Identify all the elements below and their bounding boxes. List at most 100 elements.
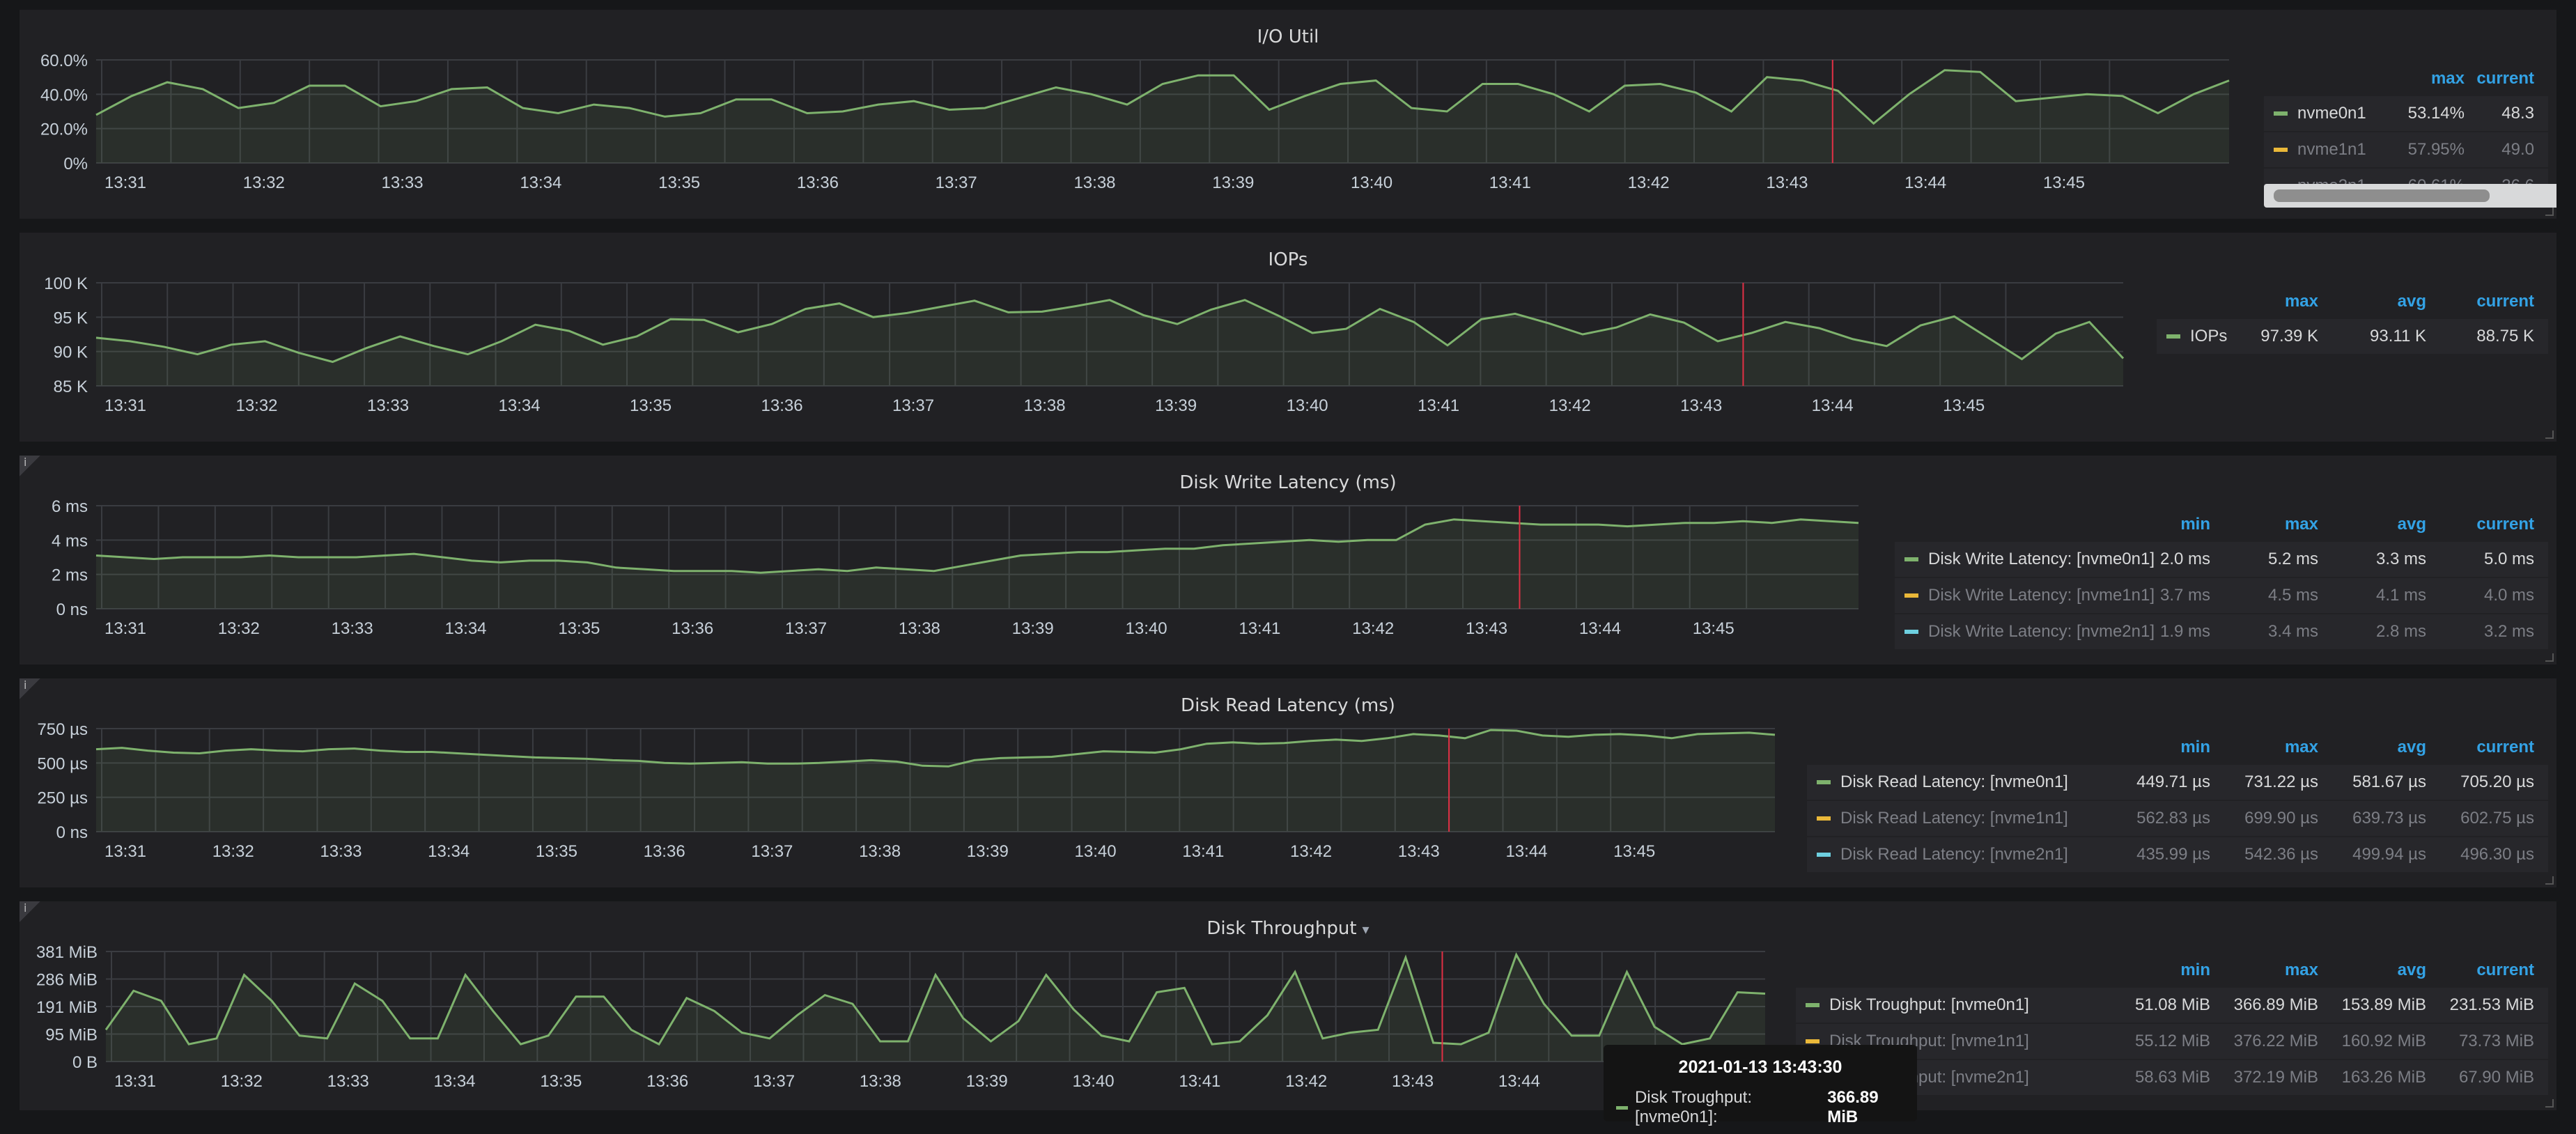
series-swatch[interactable] <box>1904 557 1918 561</box>
legend-row[interactable]: Disk Troughput: [nvme0n1] 51.08 MiB 366.89… <box>1796 988 2548 1023</box>
x-tick-label: 13:45 <box>1613 842 1655 861</box>
legend-series-name[interactable]: Disk Read Latency: [nvme0n1] <box>1840 772 2068 791</box>
legend-row[interactable]: Disk Read Latency: [nvme2n1] 435.99 µs 542… <box>1807 837 2548 872</box>
info-icon[interactable]: i <box>20 678 40 699</box>
legend-series-name[interactable]: Disk Troughput: [nvme0n1] <box>1829 995 2029 1014</box>
y-tick-label: 0 ns <box>56 600 88 619</box>
legend-series-name[interactable]: Disk Read Latency: [nvme1n1] <box>1840 809 2068 828</box>
legend-row[interactable]: Disk Read Latency: [nvme0n1] 449.71 µs 731… <box>1807 765 2548 800</box>
scrollbar-thumb[interactable] <box>2274 189 2490 202</box>
series-swatch[interactable] <box>2274 148 2288 152</box>
resize-handle[interactable] <box>2545 208 2554 216</box>
legend-value: 67.90 MiB <box>2458 1068 2534 1087</box>
legend-row[interactable]: IOPs 97.39 K 93.11 K 88.75 K <box>2157 319 2548 354</box>
graph[interactable]: 0 ns 2 ms 4 ms 6 ms 13:31 13:32 13:33 13:34 13:3… <box>20 456 2556 665</box>
legend-series-name[interactable]: IOPs <box>2190 327 2228 345</box>
panel-title[interactable]: Disk Write Latency (ms) <box>20 472 2556 493</box>
x-tick-label: 13:32 <box>221 1072 263 1091</box>
series-swatch[interactable] <box>1806 1039 1820 1043</box>
info-icon[interactable]: i <box>20 901 40 922</box>
x-tick-label: 13:44 <box>1812 396 1854 415</box>
graph[interactable]: 85 K 90 K 95 K 100 K 13:31 13:32 13:33 13:34 13:… <box>20 233 2556 442</box>
legend-row[interactable]: nvme0n1 53.14% 48.3 <box>2264 96 2548 131</box>
legend-header-current[interactable]: current <box>2476 515 2534 534</box>
resize-handle[interactable] <box>2545 653 2554 662</box>
x-tick-label: 13:31 <box>104 173 146 192</box>
legend-header-current[interactable]: current <box>2476 69 2534 88</box>
info-icon[interactable]: i <box>20 456 40 476</box>
graph[interactable]: 0 ns 250 µs 500 µs 750 µs 13:31 13:32 13:33 13:… <box>20 678 2556 887</box>
panel-title[interactable]: Disk Throughput ▾ <box>20 918 2556 939</box>
legend-header-avg[interactable]: avg <box>2397 738 2426 756</box>
legend-header-current[interactable]: current <box>2476 292 2534 311</box>
x-tick-label: 13:36 <box>761 396 803 415</box>
x-tick-label: 13:32 <box>212 842 254 861</box>
x-tick-label: 13:37 <box>753 1072 795 1091</box>
y-tick-label: 4 ms <box>52 531 88 550</box>
legend-header-min[interactable]: min <box>2180 961 2210 979</box>
series-swatch[interactable] <box>1817 853 1831 857</box>
legend-series-name[interactable]: Disk Write Latency: [nvme1n1] <box>1928 586 2155 605</box>
x-tick-label: 13:38 <box>859 842 901 861</box>
legend-header-max[interactable]: max <box>2284 738 2318 756</box>
legend-series-name[interactable]: Disk Write Latency: [nvme2n1] <box>1928 622 2155 641</box>
legend-header-avg[interactable]: avg <box>2397 515 2426 534</box>
legend-header-min[interactable]: min <box>2180 515 2210 534</box>
legend-header-min[interactable]: min <box>2180 738 2210 756</box>
legend-row[interactable]: Disk Write Latency: [nvme2n1] 1.9 ms 3.4 m… <box>1895 614 2548 649</box>
legend-row[interactable]: Disk Write Latency: [nvme0n1] 2.0 ms 5.2 m… <box>1895 542 2548 577</box>
legend-value: 602.75 µs <box>2460 809 2534 828</box>
legend-value: 163.26 MiB <box>2341 1068 2426 1087</box>
legend-value: 49.0 <box>2501 140 2534 159</box>
legend-header-current[interactable]: current <box>2476 961 2534 979</box>
tooltip-value: 366.89 MiB <box>1827 1088 1879 1126</box>
legend-header-max[interactable]: max <box>2284 292 2318 311</box>
series-swatch[interactable] <box>1904 630 1918 634</box>
legend-header-current[interactable]: current <box>2476 738 2534 756</box>
series-swatch[interactable] <box>2274 111 2288 116</box>
panel-title[interactable]: IOPs <box>20 249 2556 270</box>
series-swatch[interactable] <box>1817 780 1831 784</box>
legend-row[interactable]: Disk Troughput: [nvme2n1] 58.63 MiB 372.19… <box>1796 1060 2548 1095</box>
resize-handle[interactable] <box>2545 876 2554 885</box>
series-swatch[interactable] <box>2166 334 2180 339</box>
legend-row[interactable]: Disk Read Latency: [nvme1n1] 562.83 µs 699… <box>1807 801 2548 836</box>
legend-header-max[interactable]: max <box>2430 69 2465 88</box>
legend-row[interactable]: nvme1n1 57.95% 49.0 <box>2264 132 2548 167</box>
chevron-down-icon[interactable]: ▾ <box>1362 921 1370 938</box>
legend-value: 705.20 µs <box>2460 772 2534 791</box>
panel-title[interactable]: Disk Read Latency (ms) <box>20 695 2556 716</box>
series-swatch[interactable] <box>1904 593 1918 598</box>
legend-row[interactable]: Disk Write Latency: [nvme1n1] 3.7 ms 4.5 m… <box>1895 578 2548 613</box>
x-tick-label: 13:44 <box>1505 842 1547 861</box>
legend-value: 4.0 ms <box>2483 586 2534 605</box>
legend-row[interactable]: Disk Troughput: [nvme1n1] 55.12 MiB 376.22… <box>1796 1024 2548 1059</box>
legend-value: 231.53 MiB <box>2449 995 2534 1014</box>
legend-header-avg[interactable]: avg <box>2397 292 2426 311</box>
legend: min max avg current Disk Write Latency: [nvm… <box>1895 456 2548 665</box>
x-tick-label: 13:36 <box>672 619 713 638</box>
legend-value: 499.94 µs <box>2352 845 2426 864</box>
series-swatch[interactable] <box>1817 816 1831 821</box>
legend-series-name[interactable]: nvme0n1 <box>2297 104 2366 123</box>
series-swatch[interactable] <box>1806 1003 1820 1007</box>
legend-scrollbar[interactable] <box>2264 184 2556 208</box>
legend-header: max current <box>2264 61 2548 96</box>
x-tick-label: 13:44 <box>1498 1072 1540 1091</box>
legend-series-name[interactable]: nvme1n1 <box>2297 140 2366 159</box>
legend-series-name[interactable]: Disk Write Latency: [nvme0n1] <box>1928 550 2155 568</box>
legend-series-name[interactable]: Disk Read Latency: [nvme2n1] <box>1840 845 2068 864</box>
x-tick-label: 13:32 <box>243 173 285 192</box>
x-tick-label: 13:39 <box>967 842 1009 861</box>
legend-header-max[interactable]: max <box>2284 515 2318 534</box>
legend-header-max[interactable]: max <box>2284 961 2318 979</box>
graph[interactable]: 0% 20.0% 40.0% 60.0% 13:31 13:32 13:33 13:34 13:… <box>20 10 2556 219</box>
resize-handle[interactable] <box>2545 1099 2554 1108</box>
panel-title[interactable]: I/O Util <box>20 26 2556 47</box>
legend-header-avg[interactable]: avg <box>2397 961 2426 979</box>
legend-value: 449.71 µs <box>2136 772 2210 791</box>
resize-handle[interactable] <box>2545 430 2554 439</box>
x-tick-label: 13:34 <box>433 1072 475 1091</box>
x-tick-label: 13:34 <box>520 173 561 192</box>
graph[interactable]: 0 B 95 MiB 191 MiB 286 MiB 381 MiB 13:31 13:32… <box>20 901 2556 1110</box>
